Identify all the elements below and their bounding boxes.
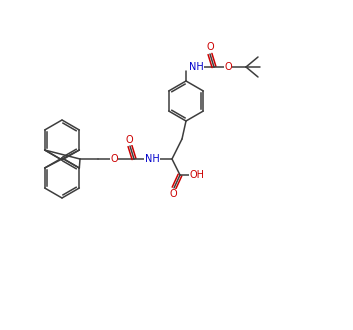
Text: O: O (169, 189, 177, 199)
Text: NH: NH (189, 62, 203, 72)
Text: O: O (110, 154, 118, 164)
Text: O: O (125, 135, 133, 145)
Text: NH: NH (145, 154, 159, 164)
Text: O: O (224, 62, 232, 72)
Text: O: O (206, 42, 214, 52)
Text: OH: OH (190, 170, 204, 180)
